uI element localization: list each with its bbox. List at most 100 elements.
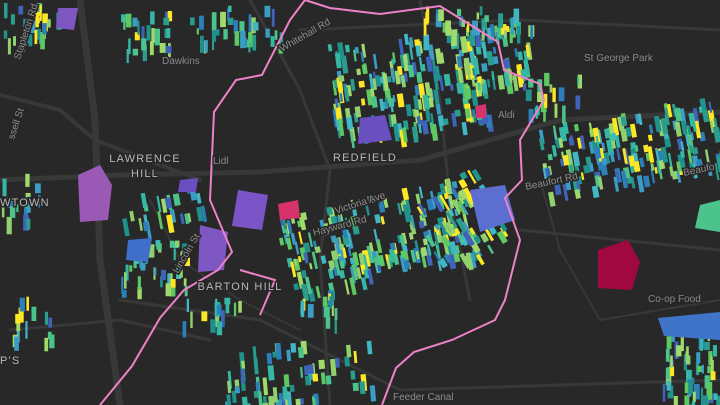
building-block: [121, 11, 173, 64]
building: [469, 227, 476, 235]
building: [588, 122, 594, 137]
building: [307, 304, 314, 318]
building: [344, 356, 350, 367]
building: [174, 240, 180, 248]
building: [700, 387, 704, 405]
building: [622, 148, 628, 164]
building: [711, 371, 716, 380]
building: [438, 257, 448, 269]
building: [484, 15, 489, 22]
building: [597, 176, 604, 190]
building: [146, 25, 151, 41]
building: [707, 366, 711, 374]
building: [583, 164, 590, 174]
building: [713, 118, 719, 131]
building: [9, 206, 16, 218]
district-label: WTOWN: [0, 197, 50, 209]
building: [423, 18, 427, 36]
building: [448, 208, 455, 217]
building: [633, 152, 639, 162]
building: [699, 334, 703, 351]
building: [320, 226, 328, 234]
building: [200, 205, 208, 223]
building: [351, 204, 358, 217]
building: [210, 319, 216, 333]
place-label: Dawkins: [162, 56, 200, 67]
building: [126, 13, 132, 28]
building: [410, 214, 416, 229]
building: [455, 69, 461, 87]
building: [401, 187, 410, 201]
building: [195, 192, 202, 204]
building: [543, 109, 546, 122]
building: [433, 74, 439, 90]
building: [333, 259, 341, 276]
building: [512, 74, 519, 92]
building: [309, 262, 313, 270]
building: [414, 39, 421, 46]
landmark: [278, 200, 300, 220]
building: [262, 377, 269, 396]
building: [137, 276, 141, 290]
building: [352, 225, 360, 235]
building: [459, 171, 468, 180]
building: [497, 74, 505, 90]
building: [437, 194, 445, 211]
building: [580, 172, 585, 181]
building: [349, 266, 356, 284]
building: [47, 19, 51, 28]
building: [368, 73, 375, 91]
building: [286, 219, 293, 234]
building: [318, 359, 326, 370]
building: [221, 310, 225, 328]
building: [458, 178, 468, 189]
building: [689, 163, 694, 173]
building: [401, 127, 408, 143]
building: [391, 58, 395, 65]
building: [426, 243, 432, 256]
building: [597, 162, 604, 171]
building: [327, 217, 336, 233]
building: [184, 285, 188, 297]
building: [456, 82, 463, 95]
building: [562, 105, 566, 124]
building: [369, 385, 377, 402]
building: [492, 56, 499, 65]
building: [140, 263, 146, 271]
building: [407, 64, 415, 78]
building: [240, 369, 246, 384]
building: [239, 21, 245, 33]
building-block: [3, 2, 63, 55]
building: [38, 195, 42, 208]
building: [464, 108, 471, 119]
building: [620, 170, 629, 189]
building: [252, 346, 257, 362]
building: [461, 121, 468, 136]
building: [267, 365, 275, 381]
building: [418, 186, 424, 199]
building: [382, 72, 389, 91]
place-label: Aldi: [498, 110, 515, 121]
building: [392, 52, 396, 63]
building: [16, 326, 20, 343]
building: [420, 246, 428, 257]
building: [439, 183, 446, 194]
building: [670, 355, 673, 368]
building: [592, 127, 601, 143]
building: [411, 126, 419, 143]
building: [324, 307, 330, 318]
building: [643, 144, 650, 153]
building: [513, 8, 520, 24]
building-block: [423, 6, 535, 51]
building: [418, 202, 428, 216]
building: [7, 38, 11, 55]
building: [701, 364, 704, 374]
building: [388, 248, 396, 264]
building: [49, 334, 55, 349]
building: [36, 28, 41, 40]
building: [26, 296, 29, 311]
building: [7, 197, 14, 208]
building: [433, 65, 441, 81]
